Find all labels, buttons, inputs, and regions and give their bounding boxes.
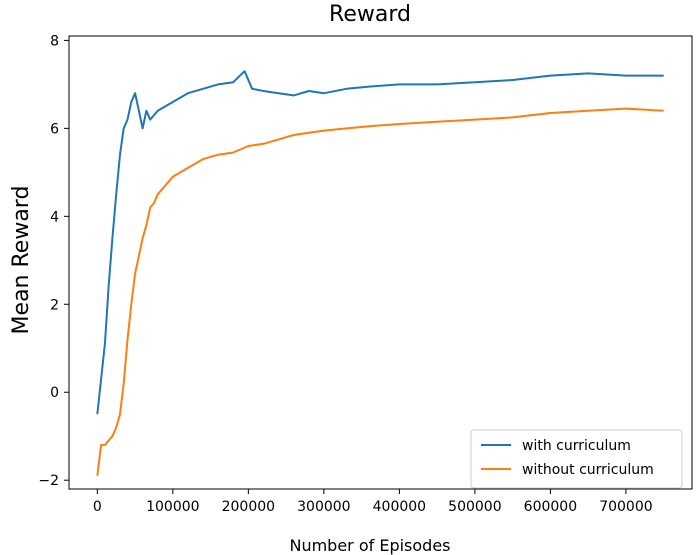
x-tick-label: 500000 (448, 499, 501, 515)
y-tick-label: 8 (50, 33, 59, 49)
x-axis-title: Number of Episodes (289, 536, 450, 555)
x-tick-label: 300000 (297, 499, 350, 515)
plot-area: 0 100000 200000 300000 400000 500000 600000 700… (38, 33, 664, 515)
legend-box (470, 429, 683, 489)
x-tick-label: 600000 (524, 499, 577, 515)
x-tick-label: 0 (93, 499, 102, 515)
y-axis-title: Mean Reward (9, 186, 34, 335)
x-tick-label: 200000 (222, 499, 275, 515)
x-tick-label: 100000 (146, 499, 199, 515)
x-tick-label: 400000 (373, 499, 426, 515)
y-tick-label: 2 (50, 297, 59, 313)
x-tick-label: 700000 (599, 499, 652, 515)
y-tick-label: 0 (50, 385, 59, 401)
chart-title: Reward (329, 2, 411, 27)
legend: with curriculum without curriculum (470, 429, 683, 489)
series-line-1 (96, 107, 664, 476)
series-line-0 (96, 70, 664, 415)
legend-label-0: with curriculum (522, 438, 631, 454)
y-tick-label: 4 (50, 209, 59, 225)
y-tick-label: −2 (38, 473, 59, 489)
y-tick-label: 6 (50, 121, 59, 137)
legend-label-1: without curriculum (522, 462, 654, 478)
plot-frame (68, 35, 693, 490)
